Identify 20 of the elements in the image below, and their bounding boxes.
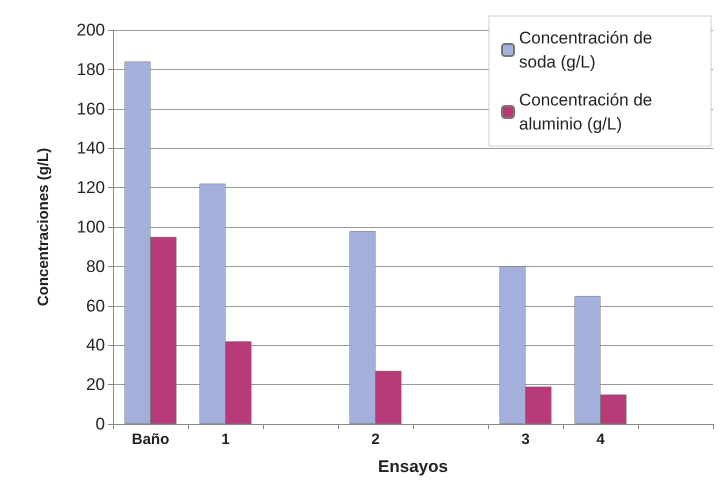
y-tick-label: 0: [96, 414, 105, 434]
y-tick-label: 40: [86, 336, 105, 355]
y-tick-label: 60: [86, 296, 105, 316]
y-tick-label: 20: [86, 375, 105, 394]
x-tick-label: 4: [596, 431, 606, 448]
x-tick-label: Baño: [132, 431, 170, 448]
y-tick-label: 120: [76, 178, 105, 198]
legend-label: Concentración de soda (g/L): [519, 28, 657, 72]
x-tick-label: 3: [521, 431, 530, 448]
y-tick-label: 200: [76, 20, 105, 40]
y-axis-title: Concentraciones (g/L): [35, 148, 52, 306]
x-tick-label: 2: [371, 431, 380, 448]
y-tick-label: 80: [86, 256, 105, 276]
y-tick-label: 160: [76, 99, 105, 118]
x-axis-title: Ensayos: [378, 457, 448, 476]
y-tick-label: 100: [76, 218, 105, 236]
x-tick-label: 1: [221, 431, 230, 448]
legend-label: Concentración de aluminio (g/L): [519, 90, 657, 134]
y-tick-label: 140: [76, 138, 105, 158]
y-tick-label: 180: [76, 60, 105, 79]
